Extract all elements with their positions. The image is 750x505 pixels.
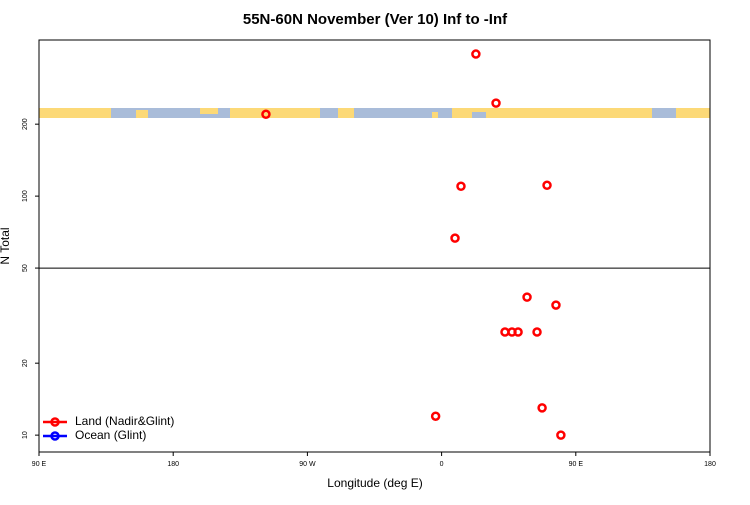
- legend-marker: [50, 417, 60, 427]
- point: [537, 403, 547, 413]
- x-tick-label: 0: [440, 461, 444, 468]
- point: [471, 49, 481, 59]
- point: [513, 327, 523, 337]
- x-tick-label: 180: [167, 461, 179, 468]
- point: [556, 430, 566, 440]
- point: [456, 181, 466, 191]
- legend-label: Ocean (Glint): [75, 428, 146, 442]
- x-tick-label: 180: [704, 461, 716, 468]
- x-tick-label: 90 E: [32, 461, 47, 468]
- map-strip: [39, 108, 710, 118]
- point: [551, 300, 561, 310]
- point: [491, 98, 501, 108]
- point: [450, 233, 460, 243]
- y-tick-label: 50: [22, 264, 29, 272]
- y-tick-label: 200: [22, 118, 29, 130]
- y-tick-label: 100: [22, 190, 29, 202]
- x-axis-label: Longitude (deg E): [327, 476, 422, 490]
- point: [261, 109, 271, 120]
- plot-frame: [38, 39, 711, 453]
- x-tick-label: 90 E: [569, 461, 584, 468]
- point: [532, 327, 542, 337]
- point: [430, 411, 441, 421]
- chart-title: 55N-60N November (Ver 10) Inf to -Inf: [243, 11, 508, 28]
- y-tick-label: 20: [22, 359, 29, 367]
- legend-marker: [50, 431, 60, 441]
- point: [542, 180, 552, 191]
- y-tick-label: 10: [22, 431, 29, 439]
- x-tick-label: 90 W: [299, 461, 316, 468]
- y-axis-label: N Total: [0, 227, 12, 264]
- legend-label: Land (Nadir&Glint): [75, 414, 174, 428]
- point: [522, 292, 532, 302]
